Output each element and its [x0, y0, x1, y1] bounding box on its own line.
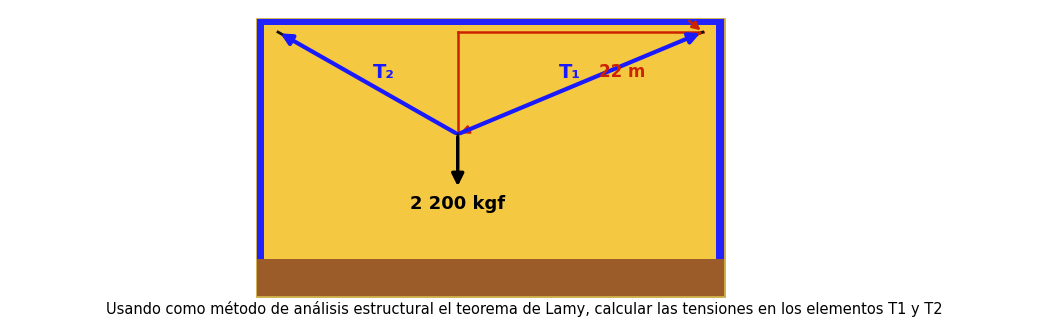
Bar	[257, 19, 264, 259]
Text: 2 200 kgf: 2 200 kgf	[410, 195, 506, 213]
Bar	[257, 259, 724, 296]
Bar	[257, 19, 724, 25]
Text: Usando como método de análisis estructural el teorema de Lamy, calcular las tens: Usando como método de análisis estructur…	[106, 301, 943, 317]
Bar	[716, 19, 724, 259]
Text: T₁: T₁	[559, 62, 581, 81]
Text: 22 m: 22 m	[599, 62, 645, 80]
Text: T₂: T₂	[372, 62, 394, 81]
Bar	[257, 19, 724, 296]
